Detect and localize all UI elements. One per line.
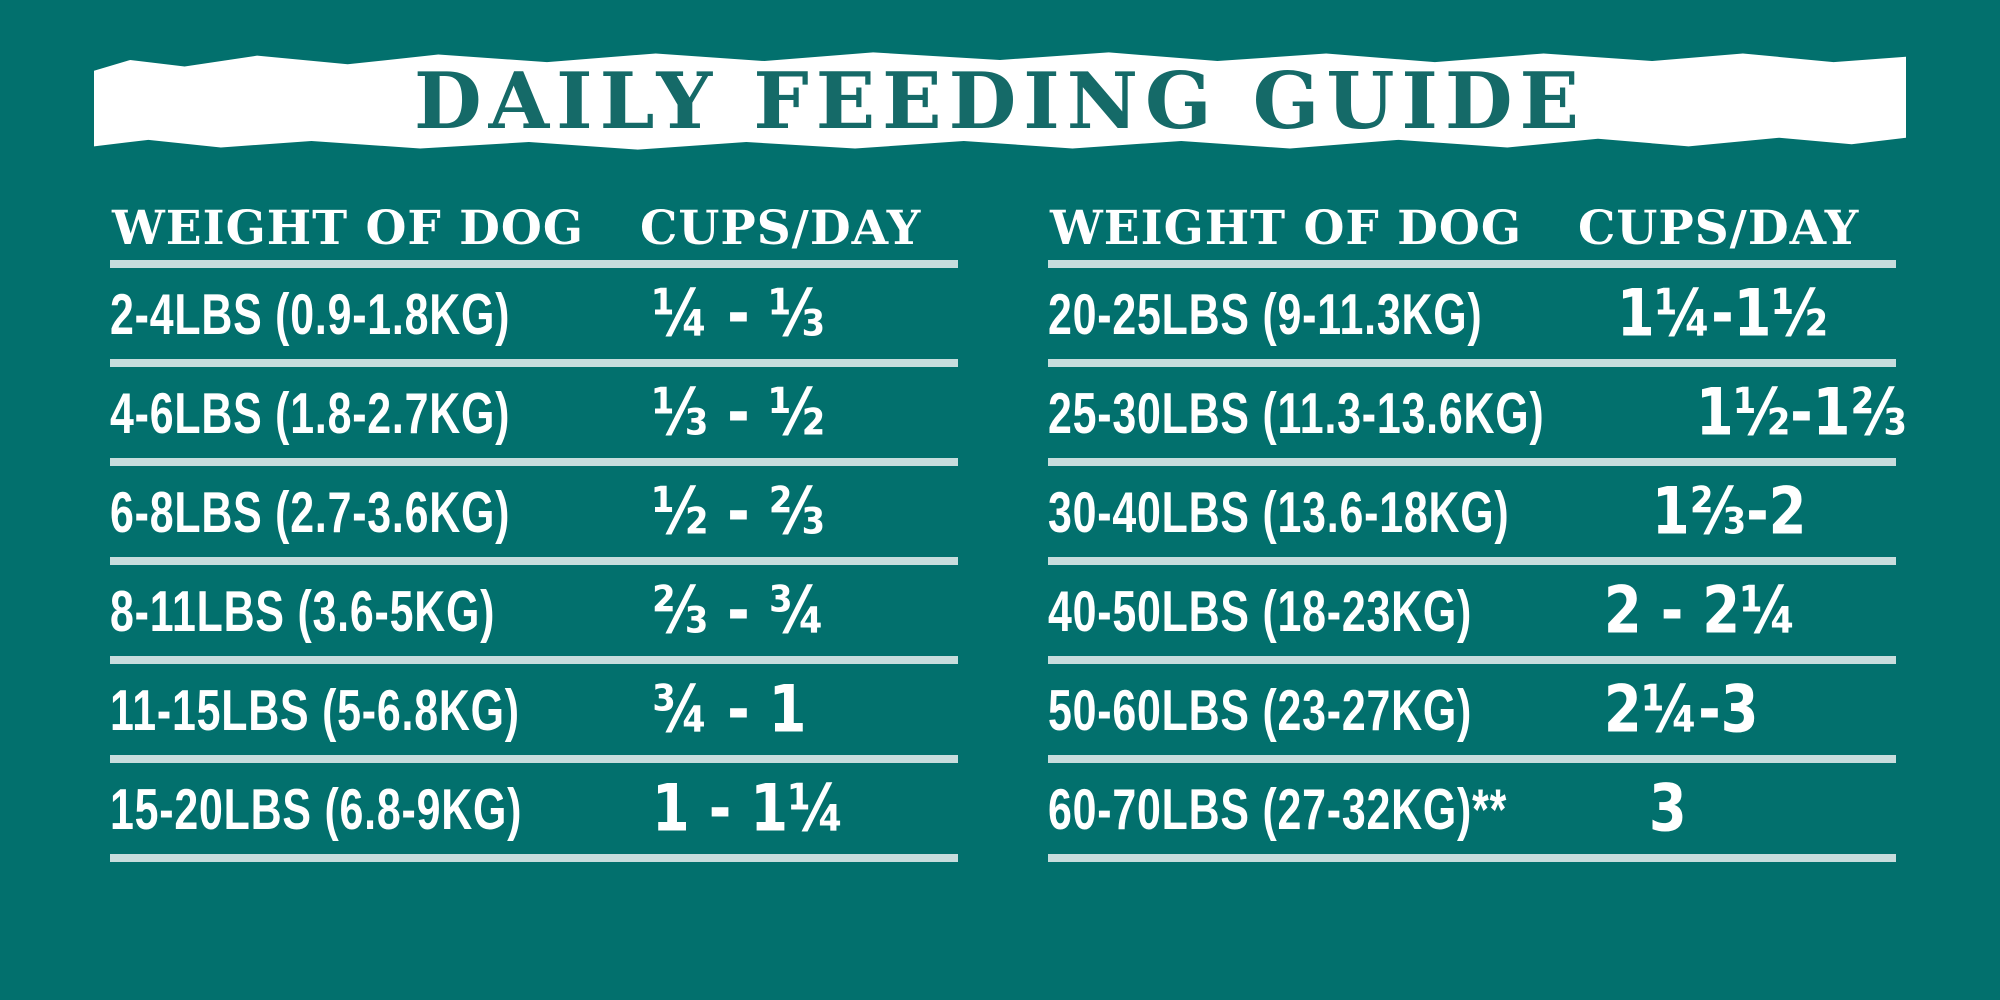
table-row: 20-25LBS (9-11.3KG) 1¼-1½ bbox=[1048, 268, 1896, 367]
table-header-row: WEIGHT OF DOG CUPS/DAY bbox=[110, 196, 958, 268]
cups-cell: 1⅔-2 bbox=[1651, 473, 1807, 550]
table-row: 50-60LBS (23-27KG) 2¼-3 bbox=[1048, 664, 1896, 763]
cups-cell: ¼ - ⅓ bbox=[651, 275, 825, 352]
cups-cell: 1¼-1½ bbox=[1616, 275, 1828, 352]
table-row: 4-6LBS (1.8-2.7KG) ⅓ - ½ bbox=[110, 367, 958, 466]
weight-cell: 40-50LBS (18-23KG) bbox=[1048, 578, 1473, 643]
cups-cell: 3 bbox=[1648, 770, 1687, 847]
column-header-weight: WEIGHT OF DOG bbox=[1050, 200, 1522, 256]
weight-cell: 11-15LBS (5-6.8KG) bbox=[110, 677, 520, 742]
table-row: 30-40LBS (13.6-18KG) 1⅔-2 bbox=[1048, 466, 1896, 565]
weight-cell: 50-60LBS (23-27KG) bbox=[1048, 677, 1473, 742]
weight-cell: 30-40LBS (13.6-18KG) bbox=[1048, 479, 1510, 544]
cups-cell: ¾ - 1 bbox=[651, 671, 807, 748]
table-row: 60-70LBS (27-32KG)** 3 bbox=[1048, 763, 1896, 862]
table-row: 11-15LBS (5-6.8KG) ¾ - 1 bbox=[110, 664, 958, 763]
weight-cell: 8-11LBS (3.6-5KG) bbox=[110, 578, 496, 643]
weight-cell: 4-6LBS (1.8-2.7KG) bbox=[110, 380, 511, 445]
column-header-weight: WEIGHT OF DOG bbox=[112, 200, 584, 256]
cups-cell: ⅓ - ½ bbox=[651, 374, 825, 451]
title-banner: DAILY FEEDING GUIDE bbox=[94, 52, 1906, 150]
table-row: 25-30LBS (11.3-13.6KG) 1½-1⅔ bbox=[1048, 367, 1907, 466]
feeding-table-left: WEIGHT OF DOG CUPS/DAY 2-4LBS (0.9-1.8KG… bbox=[110, 196, 958, 862]
page-title: DAILY FEEDING GUIDE bbox=[413, 55, 1587, 147]
cups-cell: 2¼-3 bbox=[1603, 671, 1759, 748]
table-row: 2-4LBS (0.9-1.8KG) ¼ - ⅓ bbox=[110, 268, 958, 367]
table-row: 8-11LBS (3.6-5KG) ⅔ - ¾ bbox=[110, 565, 958, 664]
cups-cell: 1 - 1¼ bbox=[651, 770, 845, 847]
cups-cell: 2 - 2¼ bbox=[1603, 572, 1797, 649]
column-header-cups: CUPS/DAY bbox=[640, 200, 922, 256]
table-header-row: WEIGHT OF DOG CUPS/DAY bbox=[1048, 196, 1896, 268]
weight-cell: 15-20LBS (6.8-9KG) bbox=[110, 776, 523, 841]
cups-cell: ½ - ⅔ bbox=[651, 473, 825, 550]
table-row: 6-8LBS (2.7-3.6KG) ½ - ⅔ bbox=[110, 466, 958, 565]
table-row: 40-50LBS (18-23KG) 2 - 2¼ bbox=[1048, 565, 1896, 664]
feeding-tables: WEIGHT OF DOG CUPS/DAY 2-4LBS (0.9-1.8KG… bbox=[110, 196, 1907, 862]
weight-cell: 25-30LBS (11.3-13.6KG) bbox=[1048, 380, 1545, 445]
cups-cell: ⅔ - ¾ bbox=[651, 572, 825, 649]
weight-cell: 60-70LBS (27-32KG)** bbox=[1048, 776, 1508, 841]
weight-cell: 6-8LBS (2.7-3.6KG) bbox=[110, 479, 511, 544]
cups-cell: 1½-1⅔ bbox=[1696, 374, 1908, 451]
column-header-cups: CUPS/DAY bbox=[1578, 200, 1860, 256]
feeding-table-right: WEIGHT OF DOG CUPS/DAY 20-25LBS (9-11.3K… bbox=[1048, 196, 1907, 862]
table-row: 15-20LBS (6.8-9KG) 1 - 1¼ bbox=[110, 763, 958, 862]
weight-cell: 2-4LBS (0.9-1.8KG) bbox=[110, 281, 511, 346]
weight-cell: 20-25LBS (9-11.3KG) bbox=[1048, 281, 1483, 346]
